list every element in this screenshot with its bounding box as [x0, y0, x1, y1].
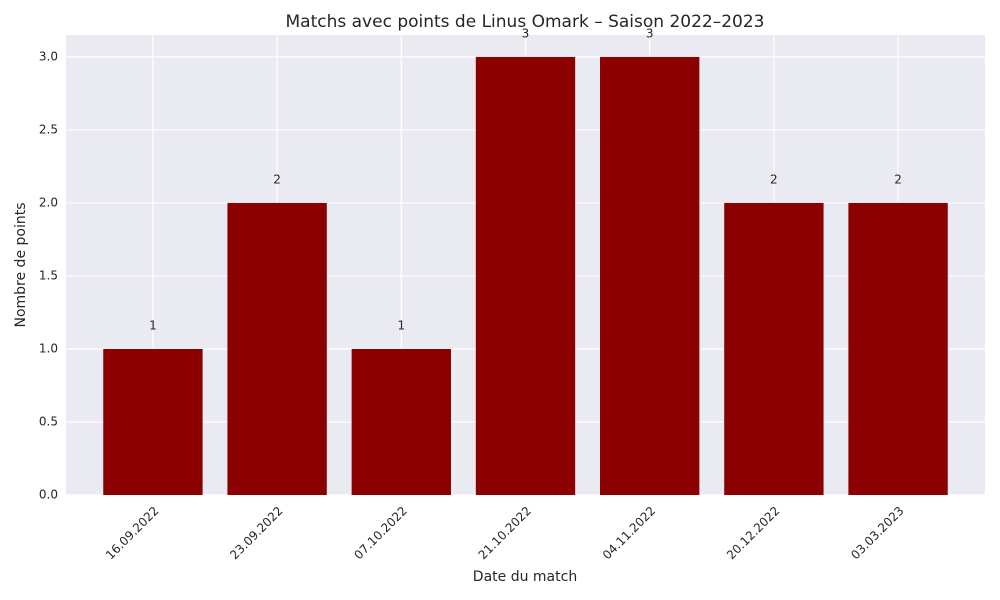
bar [724, 202, 824, 495]
bar [103, 348, 203, 495]
y-tick-label: 2.5 [39, 122, 58, 136]
bar [351, 348, 451, 495]
y-tick-label: 1.5 [39, 268, 58, 282]
x-tick-label: 16.09.2022 [103, 504, 161, 562]
y-tick-label: 0.0 [39, 488, 58, 502]
x-tick-label: 07.10.2022 [351, 504, 409, 562]
y-tick-label: 3.0 [39, 49, 58, 63]
marks [103, 56, 948, 496]
x-tick-label: 20.12.2022 [724, 504, 782, 562]
x-tick-label: 23.09.2022 [227, 504, 285, 562]
y-tick-label: 2.0 [39, 195, 58, 209]
data-label: 2 [894, 172, 902, 186]
data-label: 1 [397, 318, 405, 332]
data-label: 1 [149, 318, 157, 332]
data-label: 3 [646, 26, 654, 40]
x-axis-label: Date du match [473, 569, 577, 585]
x-tick-label: 21.10.2022 [476, 504, 534, 562]
data-label: 3 [522, 26, 530, 40]
bar [227, 202, 327, 495]
bar [848, 202, 948, 495]
bar [475, 56, 576, 496]
y-tick-label: 1.0 [39, 341, 58, 355]
x-tick-label: 03.03.2023 [848, 504, 906, 562]
bar [600, 56, 700, 496]
y-axis-label: Nombre de points [13, 202, 29, 327]
y-tick-label: 0.5 [39, 414, 58, 428]
x-tick-label: 04.11.2022 [600, 504, 658, 562]
chart-title: Matchs avec points de Linus Omark – Sais… [286, 12, 765, 32]
data-label: 2 [770, 172, 778, 186]
data-label: 2 [273, 172, 281, 186]
